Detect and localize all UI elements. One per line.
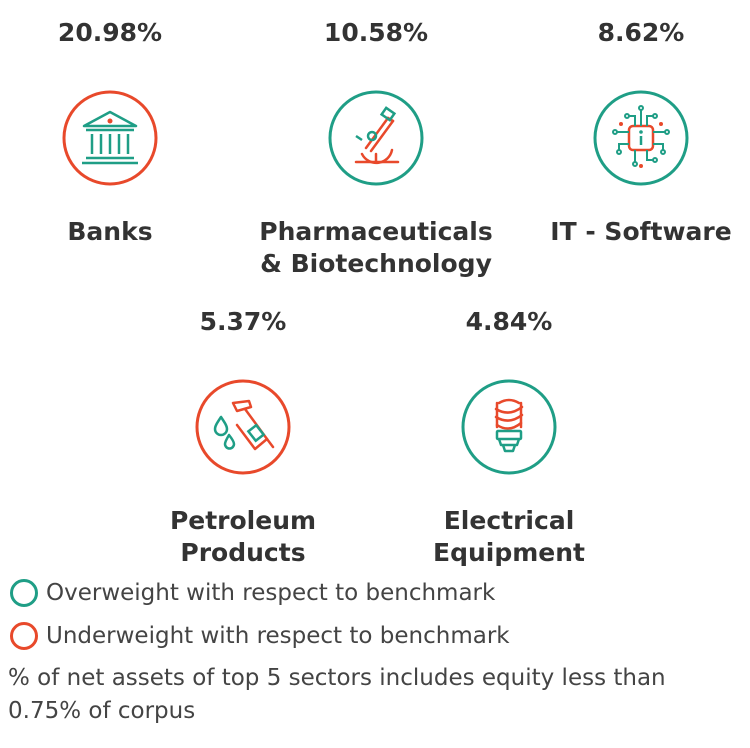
legend-item-underweight: Underweight with respect to benchmark <box>10 616 510 656</box>
sector-petroleum-products: 5.37% Petroleum Products <box>113 307 373 569</box>
sector-percent: 20.98% <box>57 18 163 47</box>
teal-circle-icon <box>10 579 38 607</box>
sector-label: Petroleum Products <box>169 506 317 567</box>
sector-pharmaceuticals: 10.58% Pharmaceuticals & Biotechnology <box>246 18 506 280</box>
fuel-nozzle-icon <box>193 377 293 477</box>
bank-icon <box>60 88 160 188</box>
legend-label: Overweight with respect to benchmark <box>46 580 496 606</box>
sector-percent: 8.62% <box>597 18 685 47</box>
light-bulb-icon <box>459 377 559 477</box>
orange-circle-icon <box>10 622 38 650</box>
sector-label: Pharmaceuticals & Biotechnology <box>259 217 493 278</box>
sector-percent: 10.58% <box>323 18 429 47</box>
circuit-chip-icon <box>591 88 691 188</box>
microscope-icon <box>326 88 426 188</box>
sector-label: Electrical Equipment <box>433 506 585 567</box>
sector-label: Banks <box>67 217 153 246</box>
sector-electrical-equipment: 4.84% Electrical Equipment <box>379 307 639 569</box>
legend-label: Underweight with respect to benchmark <box>46 623 510 649</box>
footnote: % of net assets of top 5 sectors include… <box>8 665 666 724</box>
sector-banks: 20.98% Banks <box>0 18 240 248</box>
legend-item-overweight: Overweight with respect to benchmark <box>10 573 510 613</box>
sector-label: IT - Software <box>550 217 732 246</box>
legend: Overweight with respect to benchmark Und… <box>10 573 510 656</box>
sector-percent: 4.84% <box>465 307 553 336</box>
sector-it-software: 8.62% IT - Software <box>511 18 750 248</box>
sector-percent: 5.37% <box>199 307 287 336</box>
